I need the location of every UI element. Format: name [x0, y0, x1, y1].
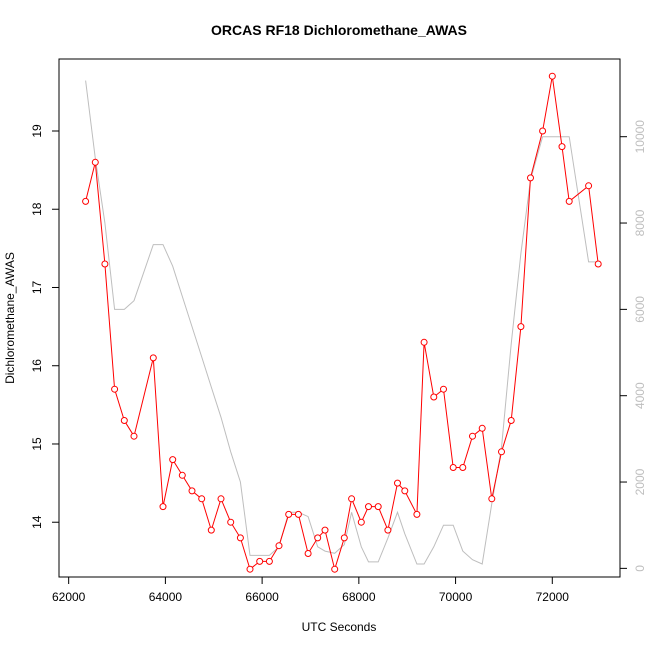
data-point [348, 495, 356, 503]
data-point [82, 197, 90, 205]
primary-series-line [85, 76, 599, 572]
data-point [420, 338, 428, 346]
y-tick-label: 14 [30, 515, 44, 529]
data-point [384, 526, 392, 534]
y-tick-label: 15 [30, 437, 44, 451]
y2-tick-label: 8000 [633, 209, 647, 236]
y2-tick-label: 6000 [633, 296, 647, 323]
x-tick-label: 66000 [245, 590, 279, 604]
data-point [374, 503, 382, 511]
data-point [130, 432, 138, 440]
data-point [440, 385, 447, 393]
data-point [488, 495, 496, 503]
x-tick-label: 72000 [536, 590, 570, 604]
data-point [169, 456, 177, 464]
data-point [227, 518, 235, 526]
data-point [321, 526, 329, 534]
data-point [565, 197, 573, 205]
data-point [517, 323, 525, 331]
data-point [478, 424, 486, 432]
y2-axis: 0 2000 4000 6000 8000 10000 [620, 120, 647, 572]
data-point [256, 557, 264, 565]
data-point [188, 487, 196, 495]
data-point [246, 565, 254, 573]
data-point [265, 557, 273, 565]
y2-tick-label: 10000 [633, 120, 647, 154]
data-point [217, 495, 225, 503]
data-point [413, 510, 421, 518]
data-point [449, 464, 457, 471]
chart-title: ORCAS RF18 Dichloromethane_AWAS [211, 22, 467, 38]
y2-tick-label: 4000 [633, 382, 647, 409]
data-point [275, 542, 283, 550]
y-tick-label: 18 [30, 202, 44, 216]
data-point [285, 510, 293, 518]
data-point [539, 127, 547, 135]
y-axis-label: Dichloromethane_AWAS [3, 252, 17, 384]
data-point [527, 174, 534, 182]
x-axis: 62000 64000 66000 68000 70000 72000 [52, 577, 569, 604]
data-point [498, 448, 505, 456]
x-tick-label: 62000 [52, 590, 86, 604]
series-layer [82, 72, 602, 573]
y2-tick-label: 2000 [633, 468, 647, 495]
y-axis: 14 15 16 17 18 19 [30, 124, 59, 529]
y-tick-label: 19 [30, 124, 44, 138]
x-tick-label: 64000 [149, 590, 183, 604]
data-point [198, 495, 206, 503]
data-point [548, 72, 556, 80]
plot-area-frame [58, 58, 621, 578]
data-point [159, 503, 167, 511]
data-point [178, 471, 186, 479]
data-point [331, 565, 339, 573]
data-point [149, 354, 157, 362]
data-point [459, 464, 467, 471]
data-point [394, 479, 401, 487]
data-point [101, 260, 109, 268]
data-point [304, 550, 312, 557]
x-axis-label: UTC Seconds [302, 620, 377, 634]
data-point [120, 417, 128, 424]
y2-tick-label: 0 [633, 565, 647, 572]
data-point [91, 158, 99, 166]
secondary-series-line [85, 80, 599, 565]
data-point [111, 385, 119, 393]
data-point [357, 518, 365, 526]
x-tick-label: 70000 [439, 590, 473, 604]
data-point [340, 534, 348, 542]
y-tick-label: 16 [30, 359, 44, 373]
data-point [236, 534, 244, 542]
data-point [314, 534, 322, 542]
data-point [585, 182, 593, 190]
data-point [594, 260, 602, 268]
y-tick-label: 17 [30, 280, 44, 294]
data-point [558, 143, 566, 151]
data-point [207, 526, 215, 534]
data-point [365, 503, 372, 511]
data-point [294, 510, 302, 518]
x-tick-label: 68000 [342, 590, 376, 604]
data-point [401, 487, 409, 495]
data-point [430, 393, 438, 401]
data-point [507, 417, 515, 424]
data-point [469, 432, 476, 440]
